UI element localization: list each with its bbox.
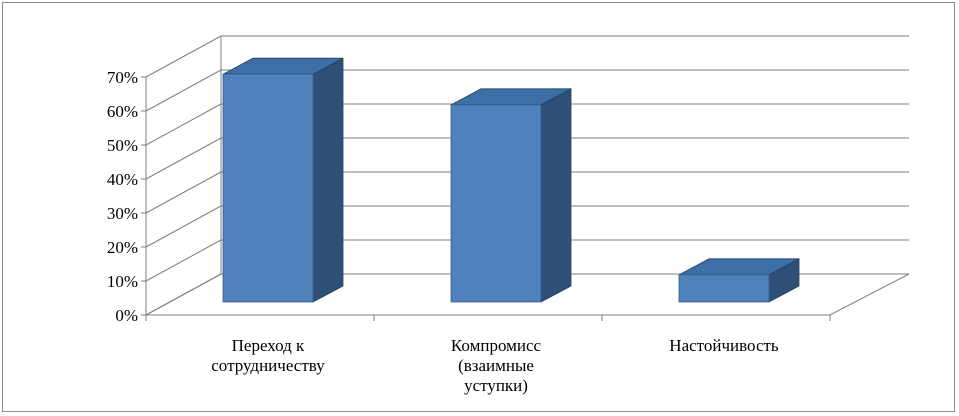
category-label-line: уступки): [464, 376, 528, 395]
category-label-line: (взаимные: [458, 356, 534, 375]
side-wall-line: [145, 239, 222, 282]
category-label-line: сотрудничеству: [211, 356, 325, 375]
y-tick-label: 40%: [107, 170, 138, 189]
bar-chart: 0% 10% 20% 30% 40% 50% 60% 70% Переход к сотрудни…: [107, 35, 910, 395]
category-label: Переход к сотрудничеству: [211, 336, 325, 375]
bar: [450, 104, 542, 303]
side-wall-line: [145, 103, 222, 146]
category-label-line: Переход к: [232, 336, 305, 355]
side-wall-line: [145, 171, 222, 214]
bar-side-face: [540, 88, 572, 303]
y-tick-label: 10%: [107, 272, 138, 291]
y-tick-label: 0%: [115, 306, 138, 325]
side-wall-line: [145, 69, 222, 112]
category-label-line: Компромисс: [451, 336, 542, 355]
side-wall-line: [145, 205, 222, 248]
category-label-line: Настойчивость: [669, 336, 779, 355]
y-tick-label: 60%: [107, 102, 138, 121]
category-label: Компромисс (взаимные уступки): [451, 336, 542, 395]
y-tick-label: 30%: [107, 204, 138, 223]
y-tick-label: 70%: [107, 68, 138, 87]
y-tick-label: 20%: [107, 238, 138, 257]
y-tick-label: 50%: [107, 136, 138, 155]
side-wall-line: [145, 35, 222, 78]
bar: [222, 73, 314, 303]
category-label: Настойчивость: [669, 336, 779, 355]
bar: [678, 274, 770, 303]
chart-frame: 0% 10% 20% 30% 40% 50% 60% 70% Переход к сотрудни…: [2, 2, 955, 412]
bar-side-face: [312, 57, 344, 303]
side-wall-line: [145, 137, 222, 180]
